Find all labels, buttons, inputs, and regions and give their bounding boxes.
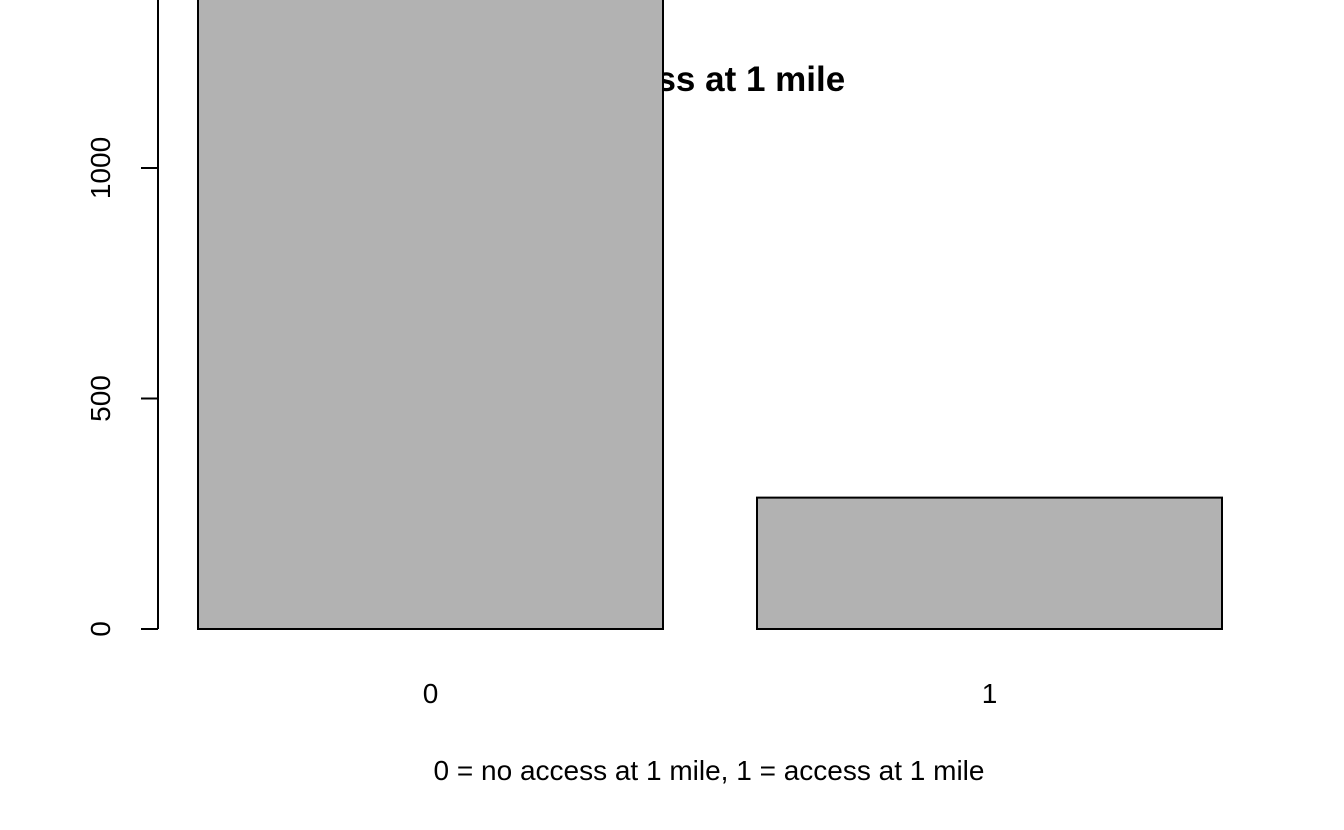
x-tick-label: 1	[982, 678, 998, 709]
bar-0	[197, 0, 664, 630]
y-tick-label: 0	[85, 621, 116, 637]
y-tick-label: 1000	[85, 137, 116, 199]
bar-series	[197, 0, 1223, 630]
x-axis-label: 0 = no access at 1 mile, 1 = access at 1…	[434, 755, 985, 786]
x-tick-label: 0	[423, 678, 439, 709]
y-tick-label: 500	[85, 375, 116, 422]
bar-1	[756, 496, 1223, 630]
y-axis: 0500100015002000	[85, 0, 159, 637]
